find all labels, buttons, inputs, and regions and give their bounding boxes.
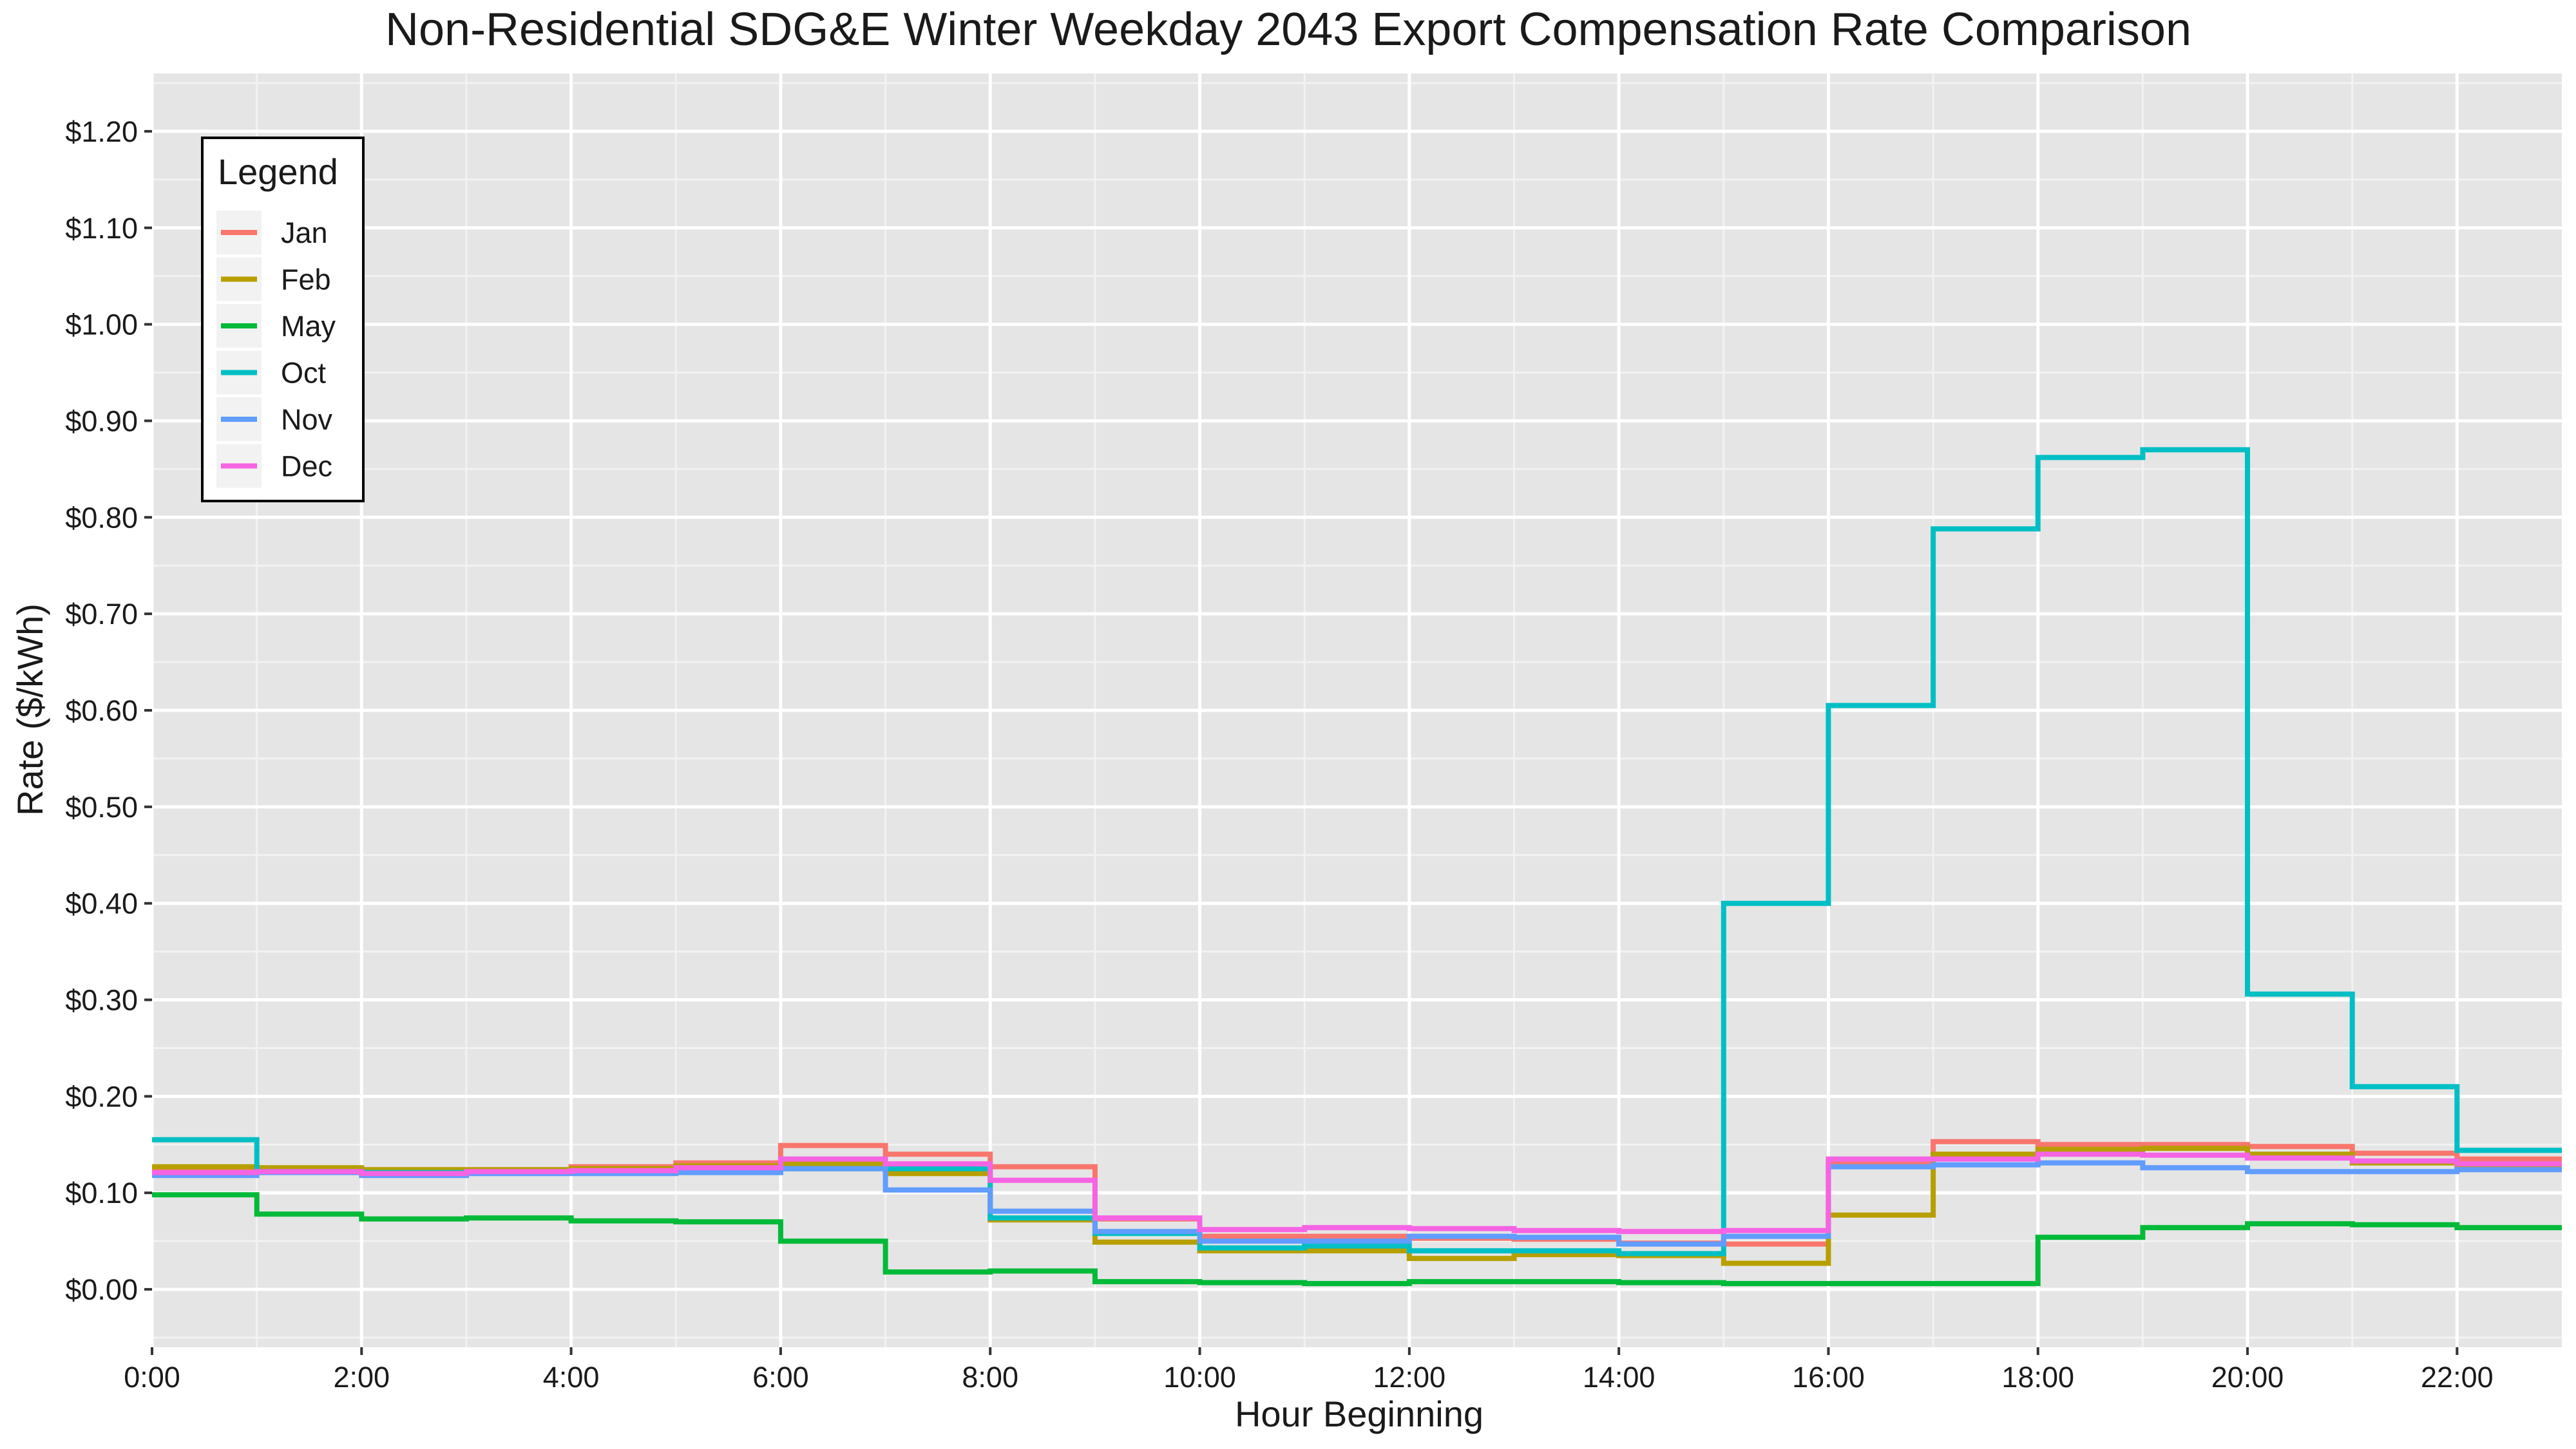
y-axis-title: Rate ($/kWh) — [10, 603, 50, 816]
y-axis: $0.00 $0.10 $0.20 $0.30 $0.40 $0.50 $0.60 $0.70… — [65, 115, 152, 1306]
series-line-may — [152, 1192, 2562, 1287]
y-tick-label: $0.10 — [65, 1177, 138, 1209]
legend-label-dec: Dec — [281, 450, 332, 483]
x-tick-label: 22:00 — [2421, 1361, 2494, 1394]
chart-title: Non-Residential SDG&E Winter Weekday 204… — [385, 4, 2191, 55]
x-tick-label: 4:00 — [543, 1361, 600, 1394]
y-tick-label: $1.20 — [65, 115, 138, 148]
y-tick-label: $1.10 — [65, 212, 138, 245]
y-tick-label: $0.20 — [65, 1080, 138, 1113]
y-tick-label: $0.30 — [65, 984, 138, 1017]
legend-label-may: May — [281, 310, 336, 343]
series-lines — [152, 447, 2562, 1287]
legend-label-jan: Jan — [281, 216, 328, 249]
series-line-dec — [152, 1151, 2562, 1235]
x-axis-title: Hour Beginning — [1235, 1394, 1484, 1434]
x-tick-label: 8:00 — [962, 1361, 1018, 1394]
y-tick-label: $0.50 — [65, 791, 138, 824]
x-tick-label: 18:00 — [2001, 1361, 2074, 1394]
x-axis: 0:00 2:00 4:00 6:00 8:00 10:00 12:00 14:00 16:00… — [124, 1347, 2494, 1394]
x-tick-label: 0:00 — [124, 1361, 180, 1394]
legend-label-feb: Feb — [281, 263, 331, 296]
x-tick-label: 14:00 — [1583, 1361, 1655, 1394]
x-tick-label: 16:00 — [1792, 1361, 1865, 1394]
y-tick-label: $1.00 — [65, 308, 138, 341]
legend-label-oct: Oct — [281, 357, 327, 390]
legend-label-nov: Nov — [281, 403, 333, 436]
legend-items: Jan Feb May Oct Nov Dec — [216, 211, 336, 488]
y-tick-label: $0.00 — [65, 1273, 138, 1306]
x-tick-label: 6:00 — [752, 1361, 809, 1394]
legend: Legend Jan Feb May Oct Nov Dec — [201, 137, 365, 502]
legend-title: Legend — [218, 151, 338, 192]
x-tick-label: 2:00 — [334, 1361, 390, 1394]
y-tick-label: $0.80 — [65, 501, 138, 534]
grid-major — [150, 73, 2562, 1347]
y-tick-label: $0.60 — [65, 694, 138, 727]
y-tick-label: $0.40 — [65, 887, 138, 920]
x-tick-label: 20:00 — [2211, 1361, 2284, 1394]
x-tick-label: 12:00 — [1373, 1361, 1446, 1394]
y-tick-label: $0.90 — [65, 404, 138, 437]
y-tick-label: $0.70 — [65, 598, 138, 630]
x-tick-label: 10:00 — [1163, 1361, 1236, 1394]
